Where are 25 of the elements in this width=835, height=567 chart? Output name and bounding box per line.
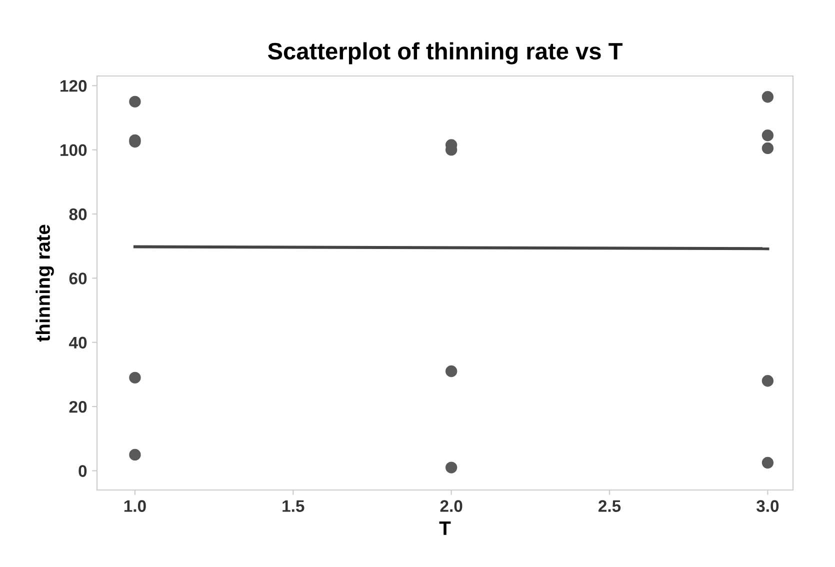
point xyxy=(445,365,458,378)
point xyxy=(762,142,774,154)
point xyxy=(762,456,774,469)
x-tick-label: 3.0 xyxy=(756,500,779,512)
chart-title: Scatterplot of thinning rate vs T xyxy=(268,42,623,64)
point xyxy=(762,375,774,387)
x-tick-label: 2.5 xyxy=(598,500,621,512)
y-tick-label: 0 xyxy=(78,465,87,477)
point xyxy=(445,462,458,474)
y-tick-label: 80 xyxy=(69,208,87,220)
y-tick-label: 100 xyxy=(60,144,87,156)
point xyxy=(762,130,774,142)
x-tick-label: 1.0 xyxy=(124,500,146,512)
point xyxy=(129,448,141,461)
y-axis-title: thinning rate xyxy=(36,224,54,342)
x-tick-label: 2.0 xyxy=(440,500,462,512)
y-tick-label: 20 xyxy=(69,400,87,413)
y-tick-label: 120 xyxy=(60,80,87,92)
y-tick-label: 40 xyxy=(68,336,87,349)
point xyxy=(762,91,774,103)
y-tick-label: 60 xyxy=(69,272,87,284)
x-tick-label: 1.5 xyxy=(282,500,304,512)
point xyxy=(129,372,141,384)
point xyxy=(129,96,141,108)
x-axis-title: T xyxy=(439,522,451,535)
